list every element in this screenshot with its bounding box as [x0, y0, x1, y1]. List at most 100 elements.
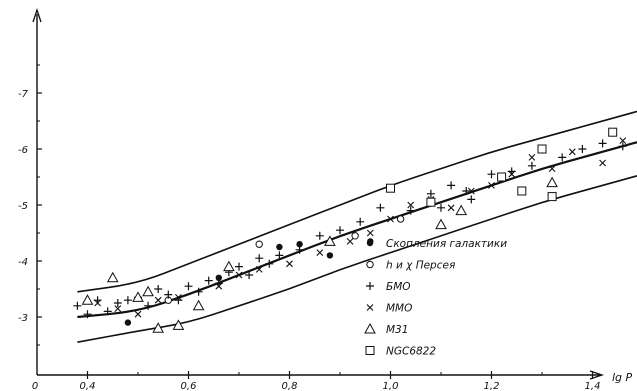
- data-point-plus: [447, 181, 456, 190]
- y-tick-label: -3: [18, 313, 28, 324]
- data-point-open-square: [497, 172, 507, 182]
- data-point-x: [316, 249, 324, 256]
- legend-label: БМО: [386, 281, 411, 293]
- data-point-x: [387, 215, 394, 223]
- data-point-plus: [437, 203, 445, 212]
- data-point-x: [134, 310, 142, 318]
- legend-item: NGC6822: [365, 346, 436, 358]
- legend-marker-open-circle: [366, 260, 374, 269]
- x-tick-label: 0,8: [282, 381, 298, 391]
- data-point-x: [528, 154, 536, 161]
- data-point-plus: [255, 254, 264, 263]
- legend-item: M31: [364, 322, 408, 336]
- data-point-open-square: [547, 192, 557, 202]
- data-point-x: [508, 170, 516, 178]
- data-point-triangle: [546, 176, 558, 188]
- data-point-open-circle: [351, 232, 359, 240]
- x-origin-label: 0: [32, 381, 38, 391]
- data-point-plus: [154, 285, 163, 293]
- legend-item: Скопления галактики: [366, 238, 507, 250]
- legend-item: БМО: [366, 281, 411, 293]
- legend-label: NGC6822: [386, 346, 436, 358]
- data-point-plus: [144, 301, 153, 310]
- data-points: [73, 127, 627, 333]
- legend-marker-x: [366, 304, 374, 311]
- data-point-plus: [598, 139, 607, 148]
- data-point-filled-circle: [124, 319, 132, 326]
- y-tick-label: -5: [18, 201, 28, 212]
- data-point-triangle: [435, 218, 447, 230]
- data-point-open-square: [517, 186, 527, 196]
- data-point-open-circle: [255, 240, 263, 248]
- data-point-x: [235, 271, 243, 279]
- data-point-x: [619, 137, 627, 144]
- data-point-triangle: [81, 294, 94, 305]
- data-point-x: [568, 148, 576, 156]
- x-tick-label: 1,2: [484, 381, 500, 391]
- data-point-triangle: [142, 285, 154, 297]
- data-point-x: [154, 296, 162, 304]
- data-point-plus: [235, 262, 243, 271]
- upper-envelope-curve: [77, 110, 637, 293]
- data-point-x: [467, 187, 475, 195]
- data-point-plus: [487, 170, 496, 179]
- data-point-plus: [406, 206, 415, 215]
- y-tick-label: -6: [18, 145, 28, 156]
- data-point-x: [447, 204, 455, 212]
- x-tick-label: 0,6: [181, 381, 197, 391]
- data-point-triangle: [132, 291, 144, 302]
- legend-marker-filled-circle: [366, 239, 374, 247]
- data-point-plus: [275, 251, 284, 260]
- data-point-filled-circle: [276, 243, 283, 251]
- data-point-plus: [356, 217, 365, 226]
- legend-item: ММО: [366, 303, 412, 315]
- data-point-x: [175, 294, 182, 301]
- data-point-filled-circle: [215, 274, 222, 281]
- data-point-plus: [113, 299, 122, 307]
- data-point-x: [548, 165, 556, 172]
- data-point-x: [94, 299, 101, 307]
- data-point-plus: [315, 231, 324, 240]
- x-tick-label: 1,4: [585, 381, 601, 391]
- data-point-triangle: [223, 260, 235, 272]
- x-axis-arrow: [589, 370, 605, 380]
- data-point-plus: [164, 290, 173, 299]
- y-tick-label: -7: [18, 89, 29, 100]
- data-point-x: [366, 229, 374, 237]
- data-point-filled-circle: [326, 252, 334, 259]
- data-point-plus: [376, 203, 385, 212]
- data-point-filled-circle: [296, 241, 303, 248]
- data-point-plus: [336, 226, 344, 235]
- data-point-x: [407, 201, 415, 209]
- data-point-open-circle: [396, 215, 405, 223]
- data-point-plus: [578, 145, 587, 153]
- data-point-plus: [527, 161, 536, 170]
- data-point-x: [599, 159, 606, 167]
- data-point-triangle: [192, 299, 205, 311]
- data-point-x: [346, 238, 354, 245]
- data-point-plus: [204, 276, 213, 285]
- lower-envelope-curve: [77, 175, 637, 343]
- data-point-triangle: [152, 322, 165, 333]
- legend-label: h и χ Персея: [386, 260, 455, 272]
- data-point-triangle: [455, 204, 468, 216]
- data-point-triangle: [324, 235, 336, 246]
- legend-label: ММО: [386, 303, 412, 315]
- data-point-x: [114, 305, 122, 312]
- data-point-plus: [245, 271, 254, 279]
- data-point-plus: [73, 301, 82, 310]
- x-tick-label: 1,0: [383, 381, 399, 391]
- legend-marker-plus: [366, 282, 374, 290]
- legend: Скопления галактики h и χ Персея БМО ММО M31…: [364, 238, 507, 358]
- data-point-plus: [184, 282, 193, 291]
- data-point-plus: [123, 296, 132, 305]
- y-axis-arrow: [32, 7, 42, 23]
- data-point-x: [488, 182, 495, 189]
- data-point-open-square: [426, 197, 436, 207]
- data-point-plus: [103, 307, 112, 316]
- data-point-plus: [295, 245, 304, 254]
- data-point-plus: [426, 189, 435, 198]
- data-point-x: [255, 266, 263, 273]
- data-point-x: [215, 282, 223, 290]
